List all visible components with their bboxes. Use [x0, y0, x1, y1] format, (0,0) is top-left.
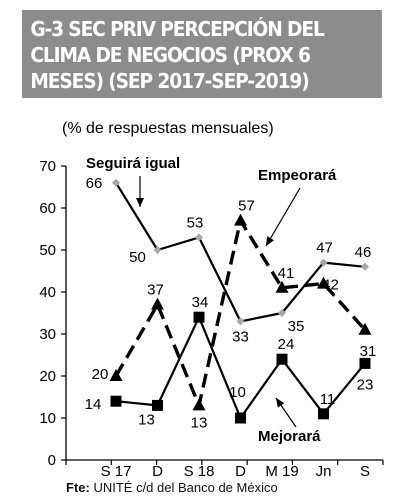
data-labels: 66 50 53 33 35 47 46 20 37 13 57 41 42 31 14 13 34 10 24 11… — [85, 175, 377, 432]
series-empeorara-name-label: Empeorará — [258, 167, 337, 184]
series-seguira-igual-data-label: 50 — [129, 249, 146, 266]
source-text: UNITÉ c/d del Banco de México — [89, 480, 278, 495]
series-empeorara-marker — [358, 322, 372, 335]
series-seguira-igual-marker — [278, 309, 286, 317]
series-empeorara-marker — [317, 276, 330, 289]
series-mejorara-data-label: 23 — [357, 376, 374, 393]
title-line-3: MESES) (SEP 2017-SEP-2019) — [30, 69, 309, 93]
x-tick-label: S 17 — [101, 463, 132, 480]
x-tick-label: S 18 — [184, 463, 215, 480]
title-line-1: G-3 SEC PRIV PERCEPCIÓN DEL — [30, 17, 324, 41]
x-tick-label: Jn — [316, 463, 332, 480]
series-empeorara-data-label: 20 — [92, 366, 109, 383]
series-empeorara-data-label: 31 — [360, 343, 377, 360]
series-seguira-igual-data-label: 53 — [187, 214, 204, 231]
series-empeorara-data-label: 57 — [238, 198, 255, 215]
series-mejorara-data-label: 10 — [229, 384, 246, 401]
series-mejorara-marker — [235, 412, 246, 424]
series-annotations: Seguirá igual Empeorará Mejorará — [86, 155, 337, 445]
series-empeorara-data-label: 41 — [278, 265, 295, 282]
series-mejorara-marker — [152, 399, 163, 411]
series-empeorara-marker — [192, 398, 206, 411]
series-empeorara-marker — [234, 213, 247, 226]
y-tick-label: 30 — [39, 326, 56, 343]
y-tick-label: 20 — [39, 368, 56, 385]
series-seguira-igual-data-label: 33 — [232, 328, 249, 345]
series-empeorara-data-label: 37 — [147, 282, 164, 299]
series-seguira-igual-data-label: 35 — [288, 318, 305, 335]
series-mejorara-data-label: 34 — [192, 294, 209, 311]
source-note: Fte: UNITÉ c/d del Banco de México — [66, 480, 278, 495]
series-seguira-igual-marker — [236, 317, 245, 326]
series-seguira-igual-pointer-arrowhead — [136, 198, 144, 207]
title-line-2: CLIMA DE NEGOCIOS (PROX 6 — [30, 43, 311, 67]
series-seguira-igual-marker — [195, 233, 203, 242]
series-mejorara-name-label: Mejorará — [258, 428, 321, 445]
series-mejorara-marker — [318, 408, 329, 420]
y-tick-label: 60 — [39, 200, 56, 217]
series-mejorara-marker — [193, 311, 205, 323]
series-empeorara-pointer-line — [265, 187, 301, 247]
series-mejorara-data-label: 24 — [278, 336, 295, 353]
series-mejorara-marker — [359, 357, 371, 369]
line-chart: (% de respuestas mensuales) 010203040506… — [39, 120, 384, 480]
x-tick-label: S — [360, 463, 370, 480]
series-empeorara-marker — [151, 297, 164, 310]
series-mejorara-marker — [276, 353, 288, 365]
y-tick-label: 50 — [39, 242, 56, 259]
series-seguira-igual-data-label: 66 — [86, 175, 103, 192]
series-mejorara-marker — [110, 395, 122, 407]
y-tick-label: 70 — [39, 158, 56, 175]
chart-axes: 0 10 20 30 40 50 60 70 S 17 D S 18 D M 19 Jn S — [39, 158, 384, 480]
source-label: Fte: — [66, 480, 90, 495]
series-seguira-igual-data-label: 47 — [316, 240, 333, 257]
series-mejorara-data-label: 14 — [85, 396, 102, 413]
y-tick-label: 0 — [48, 452, 56, 469]
x-tick-label: M 19 — [265, 463, 298, 480]
series-empeorara-data-label: 42 — [322, 277, 339, 294]
series-empeorara-pointer-arrowhead — [266, 236, 275, 246]
series-seguira-igual-data-label: 46 — [355, 244, 372, 261]
series-seguira-igual-marker — [153, 246, 162, 254]
series-seguira-igual-marker — [319, 258, 328, 267]
series-seguira-igual-name-label: Seguirá igual — [86, 155, 180, 172]
series-seguira-igual-marker — [361, 262, 369, 271]
series-mejorara-data-label: 11 — [320, 391, 336, 408]
series-seguira-igual-marker — [112, 178, 120, 187]
series-empeorara-marker — [109, 369, 123, 381]
y-tick-label: 10 — [39, 410, 56, 427]
series-mejorara-pointer-arrowhead — [276, 398, 285, 408]
y-tick-label: 40 — [39, 284, 56, 301]
chart-subtitle: (% de respuestas mensuales) — [62, 120, 274, 137]
series-markers — [109, 178, 372, 424]
series-mejorara-data-label: 13 — [138, 411, 155, 428]
series-empeorara-marker — [275, 280, 289, 293]
x-tick-label: D — [152, 463, 163, 480]
series-empeorara-data-label: 13 — [191, 414, 208, 431]
chart-title-banner: G-3 SEC PRIV PERCEPCIÓN DEL CLIMA DE NEG… — [22, 10, 382, 98]
x-tick-label: D — [235, 463, 246, 480]
